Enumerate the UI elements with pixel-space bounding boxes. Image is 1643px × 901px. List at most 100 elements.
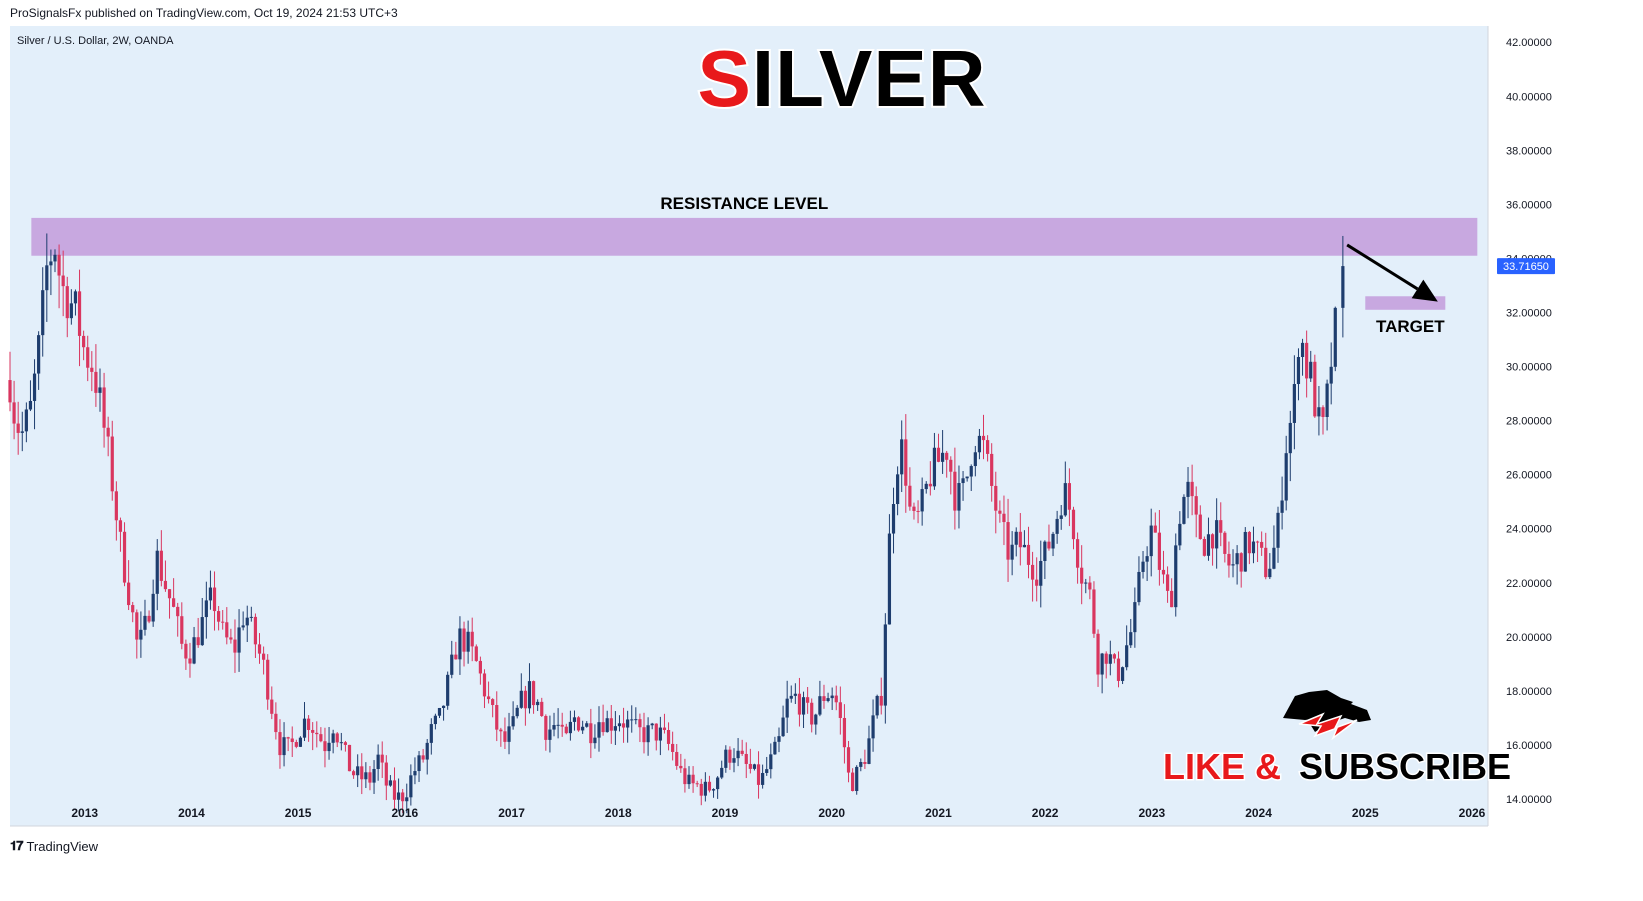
candle bbox=[1300, 338, 1305, 376]
candle bbox=[965, 476, 969, 482]
candle bbox=[1276, 506, 1280, 563]
y-tick-label: 38.00000 bbox=[1506, 145, 1552, 157]
candle bbox=[896, 466, 900, 516]
candle bbox=[761, 764, 765, 789]
candle bbox=[347, 744, 352, 772]
candle bbox=[908, 467, 912, 511]
candle bbox=[237, 609, 241, 672]
candle bbox=[969, 464, 973, 491]
x-tick-label: 2021 bbox=[925, 806, 952, 820]
candle bbox=[327, 727, 331, 760]
candle bbox=[1120, 666, 1125, 685]
candle bbox=[172, 578, 176, 608]
candle bbox=[1116, 651, 1121, 688]
candle bbox=[781, 705, 785, 737]
x-tick-label: 2025 bbox=[1352, 806, 1379, 820]
candle bbox=[662, 713, 667, 734]
chart-title: SILVER bbox=[697, 34, 986, 123]
candle bbox=[208, 570, 213, 610]
target-label: TARGET bbox=[1376, 317, 1445, 336]
candle bbox=[437, 707, 442, 719]
candle bbox=[859, 758, 863, 772]
candle bbox=[229, 628, 233, 644]
candle bbox=[364, 762, 368, 789]
candle bbox=[941, 430, 945, 474]
candle bbox=[765, 756, 769, 776]
candle bbox=[716, 776, 720, 799]
candle bbox=[1026, 526, 1031, 579]
candle bbox=[1296, 348, 1301, 401]
candle bbox=[957, 465, 961, 529]
candle bbox=[846, 740, 851, 783]
candle bbox=[323, 727, 327, 768]
candle bbox=[1223, 531, 1227, 563]
candle bbox=[875, 694, 879, 719]
y-tick-label: 28.00000 bbox=[1506, 416, 1552, 428]
candle bbox=[990, 443, 994, 502]
price-axis[interactable]: 42.0000040.0000038.0000036.0000034.00000… bbox=[1497, 37, 1555, 806]
candle bbox=[1047, 524, 1051, 551]
target-arrow bbox=[1346, 243, 1438, 302]
candle bbox=[212, 571, 217, 631]
candle bbox=[736, 738, 740, 767]
candle bbox=[949, 456, 953, 495]
candle bbox=[793, 683, 797, 705]
candle bbox=[1071, 506, 1076, 550]
candle bbox=[1321, 405, 1325, 435]
candle bbox=[196, 617, 200, 648]
candle bbox=[621, 707, 626, 743]
candle bbox=[388, 775, 393, 787]
candle bbox=[478, 656, 482, 685]
x-tick-label: 2026 bbox=[1459, 806, 1486, 820]
y-tick-label: 24.00000 bbox=[1506, 524, 1552, 536]
candle bbox=[1309, 350, 1313, 382]
candle bbox=[744, 742, 748, 779]
candle bbox=[53, 249, 57, 273]
y-tick-label: 16.00000 bbox=[1506, 740, 1552, 752]
x-tick-label: 2018 bbox=[605, 806, 632, 820]
candle bbox=[77, 269, 82, 367]
candle bbox=[1255, 540, 1260, 563]
candle bbox=[401, 788, 405, 813]
cta-subscribe: SUBSCRIBE bbox=[1299, 746, 1511, 787]
candle bbox=[474, 644, 478, 662]
candle bbox=[319, 727, 323, 743]
candle bbox=[204, 581, 208, 639]
candle bbox=[1170, 578, 1174, 608]
candle bbox=[1088, 576, 1092, 600]
candle bbox=[131, 601, 135, 623]
candle bbox=[1178, 511, 1182, 551]
candle bbox=[626, 710, 630, 743]
candle bbox=[597, 706, 601, 752]
candle bbox=[1112, 653, 1116, 664]
candle bbox=[634, 707, 638, 725]
x-tick-label: 2019 bbox=[712, 806, 739, 820]
candle bbox=[28, 380, 33, 412]
candle bbox=[1055, 510, 1059, 544]
candle bbox=[1022, 530, 1027, 548]
candle bbox=[981, 414, 986, 460]
candle bbox=[572, 710, 577, 731]
tradingview-logo[interactable]: 𝟏𝟕 TradingView bbox=[10, 838, 98, 854]
candle bbox=[936, 433, 941, 463]
resistance-zone[interactable] bbox=[31, 217, 1478, 256]
candle bbox=[122, 522, 127, 587]
candle bbox=[396, 778, 401, 812]
candle bbox=[446, 671, 450, 710]
candle bbox=[699, 778, 703, 806]
candle bbox=[589, 708, 593, 759]
candle bbox=[384, 755, 388, 801]
candle bbox=[200, 597, 204, 646]
time-axis[interactable]: 2013 2014 2015 2016 2017 2018 2019 2020 2021 2022… bbox=[71, 806, 1485, 820]
candle bbox=[462, 621, 466, 667]
candle bbox=[1260, 531, 1264, 556]
candle bbox=[405, 783, 409, 814]
y-tick-label: 18.00000 bbox=[1506, 686, 1552, 698]
candle bbox=[724, 745, 728, 773]
candle bbox=[797, 677, 802, 727]
candle bbox=[683, 758, 687, 793]
candle bbox=[57, 244, 61, 309]
branding: LIKE & SUBSCRIBE bbox=[1162, 690, 1513, 789]
y-tick-label: 30.00000 bbox=[1506, 362, 1552, 374]
